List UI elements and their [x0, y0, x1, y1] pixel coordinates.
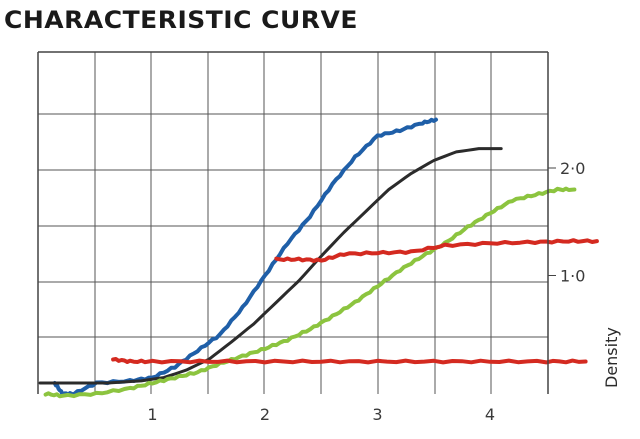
y-axis-label: Density	[602, 327, 621, 388]
x-tick-label: 4	[485, 405, 495, 424]
x-tick-label: 2	[260, 405, 270, 424]
series-line-2	[38, 147, 503, 385]
y-tick-label: 1·0	[560, 267, 585, 286]
y-tick-label: 2·0	[560, 159, 585, 178]
x-tick-label: 1	[147, 405, 157, 424]
series-line-3	[43, 186, 577, 399]
series-line-4	[111, 357, 588, 365]
chart-title: CHARACTERISTIC CURVE	[4, 6, 358, 34]
x-tick-label: 3	[372, 405, 382, 424]
series-line-5	[274, 238, 599, 263]
